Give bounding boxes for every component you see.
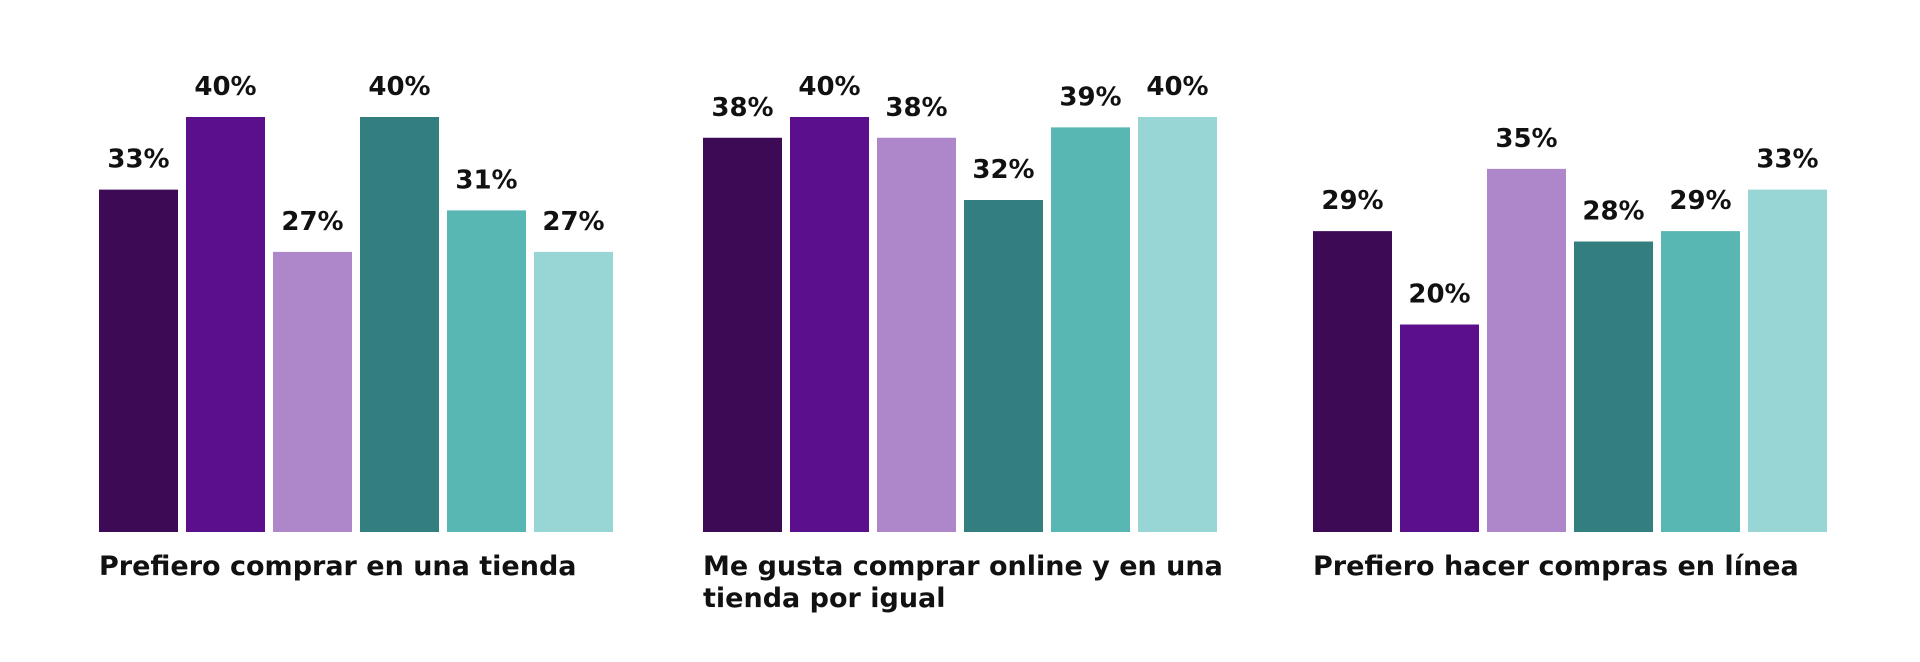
bar bbox=[1400, 324, 1479, 532]
bar-value-label: 20% bbox=[1408, 280, 1470, 310]
bar-value-label: 40% bbox=[368, 72, 430, 102]
bar bbox=[703, 137, 782, 532]
bar-value-label: 40% bbox=[1146, 72, 1208, 102]
category-label: Prefiero comprar en una tienda bbox=[99, 551, 577, 582]
bar-value-label: 33% bbox=[1756, 145, 1818, 175]
bar bbox=[790, 117, 869, 532]
bar bbox=[1313, 231, 1392, 532]
bar-value-label: 27% bbox=[542, 207, 604, 237]
bar bbox=[534, 251, 613, 532]
bar bbox=[1574, 241, 1653, 532]
bar-value-label: 29% bbox=[1669, 186, 1731, 216]
bar bbox=[877, 137, 956, 532]
bar bbox=[360, 117, 439, 532]
bar bbox=[99, 189, 178, 532]
bar-value-label: 39% bbox=[1059, 82, 1121, 112]
bar-value-label: 38% bbox=[711, 93, 773, 123]
bar-value-label: 40% bbox=[798, 72, 860, 102]
bar-value-label: 31% bbox=[455, 165, 517, 195]
bar-value-label: 29% bbox=[1321, 186, 1383, 216]
bar bbox=[273, 251, 352, 532]
bar-value-label: 33% bbox=[107, 145, 169, 175]
bar bbox=[1138, 117, 1217, 532]
bar bbox=[1748, 189, 1827, 532]
category-label: Me gusta comprar online y en una bbox=[703, 551, 1223, 582]
bar-value-label: 27% bbox=[281, 207, 343, 237]
bar-value-label: 38% bbox=[885, 93, 947, 123]
bar-value-label: 32% bbox=[972, 155, 1034, 185]
bar bbox=[1661, 231, 1740, 532]
bar-value-label: 40% bbox=[194, 72, 256, 102]
bar-group-2: 38% 40% 38% 32% 39% 40% Me gusta comprar onlin… bbox=[703, 72, 1223, 614]
bar-group-3: 29% 20% 35% 28% 29% 33% Prefiero hacer compras… bbox=[1313, 124, 1827, 582]
category-label: Prefiero hacer compras en línea bbox=[1313, 551, 1799, 582]
category-label: tienda por igual bbox=[703, 583, 946, 614]
bar bbox=[186, 117, 265, 532]
bar bbox=[1487, 168, 1566, 532]
bar bbox=[964, 200, 1043, 532]
bar-value-label: 28% bbox=[1582, 197, 1644, 227]
bar bbox=[1051, 127, 1130, 532]
bar-group-1: 33% 40% 27% 40% 31% 27% Prefiero comprar en un… bbox=[99, 72, 613, 582]
bar-value-label: 35% bbox=[1495, 124, 1557, 154]
bar bbox=[447, 210, 526, 532]
